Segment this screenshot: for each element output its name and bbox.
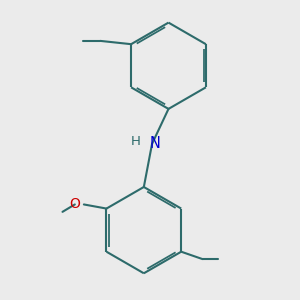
Text: H: H xyxy=(131,135,140,148)
Text: N: N xyxy=(150,136,161,151)
Text: O: O xyxy=(70,196,81,211)
